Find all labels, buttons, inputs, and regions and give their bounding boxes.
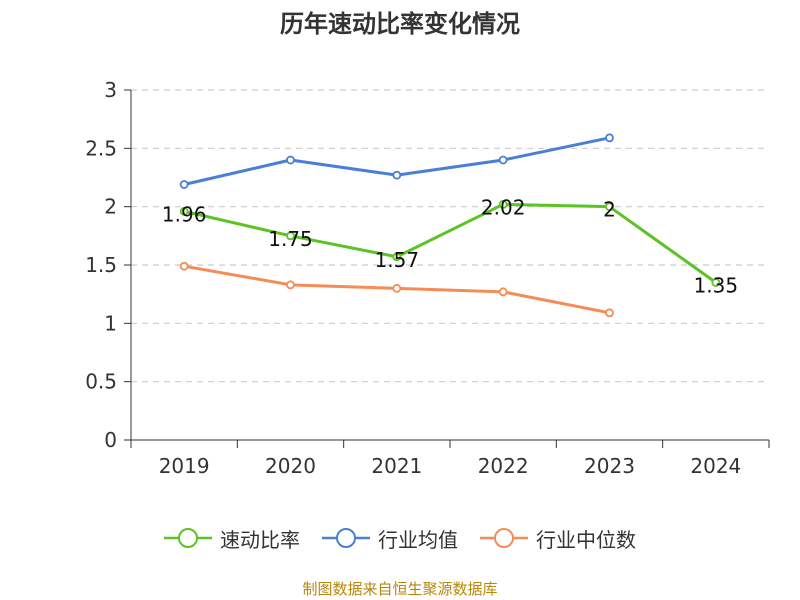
legend-label: 行业中位数 (536, 527, 636, 552)
x-tick-label: 2019 (159, 454, 210, 478)
data-label: 1.35 (694, 274, 739, 298)
data-point (179, 206, 189, 216)
data-point (498, 287, 508, 297)
legend-marker (178, 528, 198, 548)
data-point (392, 170, 402, 180)
data-point (392, 283, 402, 293)
data-point (711, 278, 721, 287)
legend-marker (494, 528, 514, 548)
y-tick-label: 2.5 (85, 136, 117, 160)
x-tick-label: 2024 (690, 454, 741, 478)
y-tick-label: 0 (104, 428, 117, 452)
data-point (605, 308, 614, 318)
legend-item[interactable]: 速动比率 (164, 524, 300, 553)
data-label: 2.02 (481, 195, 526, 219)
legend-item[interactable]: 行业均值 (322, 524, 458, 553)
chart-title: 历年速动比率变化情况 (280, 10, 520, 38)
y-tick-label: 1 (104, 311, 117, 335)
data-point (286, 155, 295, 165)
data-point (605, 133, 614, 143)
chart-legend: 速动比率 行业均值 行业中位数 (0, 520, 800, 556)
series-line (183, 202, 717, 284)
y-tick-label: 3 (104, 78, 117, 102)
legend-line-icon (164, 528, 212, 548)
legend-label: 行业均值 (378, 527, 458, 552)
legend-item[interactable]: 行业中位数 (480, 524, 636, 553)
y-tick-label: 0.5 (85, 370, 117, 394)
data-point (286, 280, 295, 290)
data-label: 1.57 (375, 248, 420, 272)
x-tick-label: 2022 (478, 454, 529, 478)
data-label: 1.96 (162, 202, 207, 226)
legend-label: 速动比率 (220, 527, 300, 552)
y-tick-label: 1.5 (85, 253, 117, 277)
legend-line-icon (480, 528, 528, 548)
data-point (179, 261, 189, 271)
x-tick-label: 2020 (265, 454, 316, 478)
data-point (286, 231, 295, 241)
data-label: 2 (603, 198, 616, 222)
data-point (605, 202, 614, 212)
legend-line-icon (322, 528, 370, 548)
y-tick-label: 2 (104, 195, 117, 219)
data-point (179, 180, 189, 189)
data-point (392, 252, 402, 262)
data-source-note: 制图数据来自恒生聚源数据库 (302, 580, 498, 598)
legend-marker (336, 528, 356, 548)
data-label: 1.75 (268, 227, 313, 251)
data-point (498, 199, 508, 209)
x-tick-label: 2021 (371, 454, 422, 478)
x-tick-label: 2023 (584, 454, 635, 478)
data-point (498, 155, 508, 165)
